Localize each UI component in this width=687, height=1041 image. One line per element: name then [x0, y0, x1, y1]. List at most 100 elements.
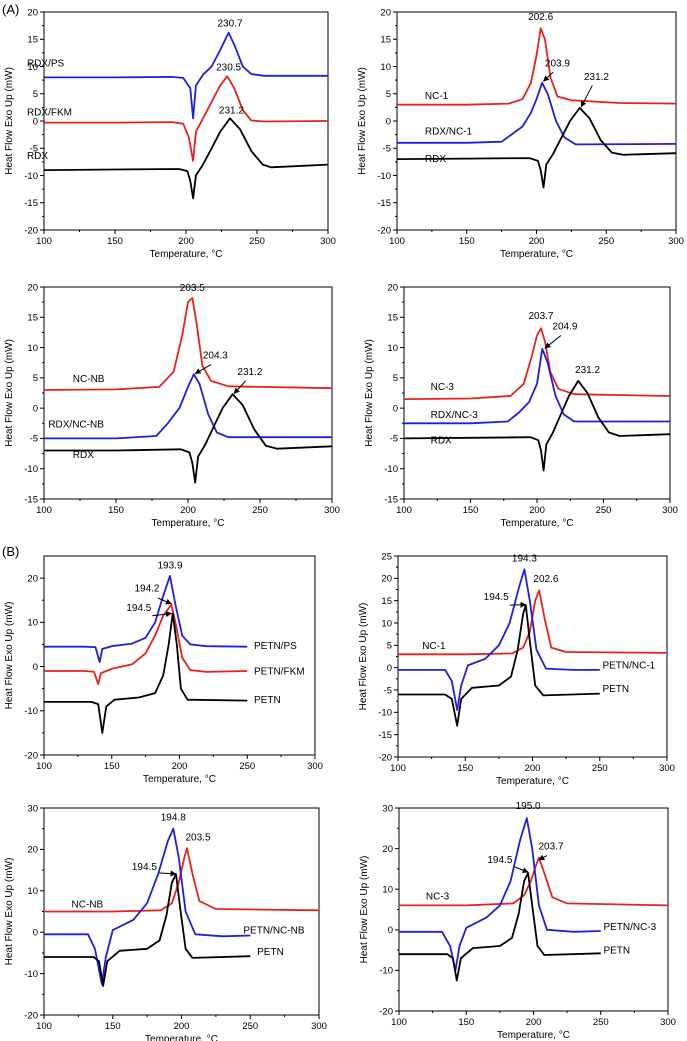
- series-label-nc-nb: NC-NB: [72, 899, 104, 910]
- y-tick-label: -10: [24, 706, 38, 717]
- y-axis-title: Heat Flow Exo Up (mW): [4, 339, 15, 447]
- series-line-nc-nb: [44, 297, 332, 391]
- series-label-rdx-fkm: RDX/FKM: [27, 108, 72, 119]
- series-label-rdx: RDX: [431, 435, 452, 446]
- peak-label: 231.2: [575, 365, 600, 376]
- annotation-arrow: [152, 611, 172, 618]
- series-line-nc-nb: [44, 847, 319, 913]
- annotation-arrow: [233, 380, 246, 395]
- peak-label: 230.7: [218, 19, 243, 30]
- y-tick-label: 5: [33, 373, 38, 384]
- chart-b3: 100 150 200 250 300 -20 -10 0 10 20 30 Temperature,…: [4, 803, 327, 1041]
- y-tick-label: 20: [382, 844, 393, 855]
- y-tick-label: 10: [381, 618, 392, 629]
- section-label-b: (B): [2, 544, 19, 559]
- x-tick-label: 100: [36, 505, 52, 516]
- peak-label: 195.0: [516, 801, 541, 812]
- x-tick-label: 200: [529, 505, 545, 516]
- peak-label: 202.6: [528, 12, 553, 23]
- x-tick-label: 300: [662, 505, 678, 516]
- y-tick-label: 0: [386, 116, 391, 127]
- y-tick-label: 20: [27, 282, 38, 293]
- y-tick-label: 20: [381, 574, 392, 585]
- y-tick-label: 10: [27, 618, 38, 629]
- annotation-arrow: [159, 870, 177, 877]
- series-line-petn: [399, 872, 601, 982]
- series-label-petn-ps: PETN/PS: [254, 641, 297, 652]
- charts-container: 100 150 200 250 300-20-15-10-505101520Temper…: [4, 7, 684, 1041]
- x-axis-title: Temperature, °C: [497, 1030, 570, 1041]
- series-line-petn: [44, 612, 248, 734]
- x-tick-label: 200: [526, 1017, 542, 1028]
- x-tick-label: 150: [457, 763, 473, 774]
- y-axis-title: Heat Flow Exo Up (mW): [4, 67, 15, 175]
- y-tick-label: -10: [24, 171, 38, 182]
- y-tick-label: -10: [377, 171, 391, 182]
- series-label-petn-nc-1: PETN/NC-1: [602, 661, 655, 672]
- y-tick-label: -5: [383, 144, 391, 155]
- series-line-nc-3: [404, 327, 670, 400]
- y-tick-label: 30: [382, 803, 393, 814]
- x-tick-label: 100: [391, 1017, 407, 1028]
- peak-label: 194.8: [161, 812, 186, 823]
- chart-a2: 100 150 200 250 300 -20 -15 -10 -5 0 5 10 15 20 Temper…: [357, 7, 684, 260]
- series-label-rdx-nc-3: RDX/NC-3: [431, 410, 479, 421]
- y-tick-label: 20: [27, 845, 38, 856]
- y-tick-label: 15: [27, 313, 38, 324]
- x-axis-title: Temperature, °C: [150, 249, 223, 260]
- x-axis-title: Temperature, °C: [500, 249, 573, 260]
- peak-label: 203.7: [528, 311, 553, 322]
- x-tick-label: 250: [596, 505, 612, 516]
- y-tick-label: -15: [24, 494, 38, 505]
- annotation-arrow: [514, 866, 529, 873]
- y-tick-label: -20: [24, 1010, 38, 1021]
- x-tick-label: 150: [104, 761, 120, 772]
- peak-label: 194.5: [484, 592, 509, 603]
- peak-label: 194.2: [134, 583, 159, 594]
- y-tick-label: -5: [390, 434, 398, 445]
- y-tick-label: -10: [24, 464, 38, 475]
- x-tick-label: 200: [525, 763, 541, 774]
- x-tick-label: 300: [311, 1021, 327, 1032]
- y-tick-label: -20: [24, 750, 38, 761]
- y-tick-label: 10: [27, 343, 38, 354]
- x-tick-label: 100: [390, 763, 406, 774]
- series-line-rdx: [44, 117, 328, 200]
- chart-a3: 100 150 200 250 300 -15 -10 -5 0 5 10 15 20 Temperatu…: [4, 282, 340, 529]
- series-label-petn: PETN: [603, 945, 630, 956]
- series-label-petn: PETN: [257, 947, 284, 958]
- x-tick-label: 250: [593, 1017, 609, 1028]
- series-line-rdx-nc-3: [404, 347, 670, 425]
- series-label-nc-nb: NC-NB: [73, 374, 105, 385]
- series-line-rdx-nc-nb: [44, 373, 332, 440]
- series-line-rdx: [397, 107, 676, 189]
- x-tick-label: 150: [105, 1021, 121, 1032]
- y-tick-label: 5: [387, 641, 392, 652]
- y-tick-label: 20: [27, 7, 38, 18]
- series-label-petn-nc-nb: PETN/NC-NB: [243, 925, 304, 936]
- chart-b2: 100 150 200 250 300 -20 -15 -10 -5 0 5 10 15 20 25 Temp…: [358, 551, 675, 787]
- x-tick-label: 300: [320, 236, 336, 247]
- y-tick-label: -15: [378, 730, 392, 741]
- series-label-rdx: RDX: [27, 151, 48, 162]
- peak-label: 203.7: [538, 841, 563, 852]
- peak-label: 203.9: [545, 59, 570, 70]
- peak-label: 194.5: [132, 862, 157, 873]
- x-tick-label: 250: [239, 761, 255, 772]
- y-axis-title: Heat Flow Exo Up (mW): [358, 603, 369, 711]
- peak-label: 194.5: [487, 855, 512, 866]
- peak-label: 231.2: [237, 367, 262, 378]
- y-tick-label: -15: [384, 494, 398, 505]
- x-tick-label: 300: [324, 505, 340, 516]
- series-label-petn-nc-3: PETN/NC-3: [603, 922, 656, 933]
- y-tick-label: -20: [377, 225, 391, 236]
- y-tick-label: -5: [30, 434, 38, 445]
- y-tick-label: -20: [378, 752, 392, 763]
- x-tick-label: 250: [242, 1021, 258, 1032]
- y-tick-label: 0: [33, 116, 38, 127]
- x-tick-label: 150: [463, 505, 479, 516]
- y-tick-label: 15: [27, 35, 38, 46]
- y-tick-label: 5: [33, 89, 38, 100]
- series-line-rdx-fkm: [44, 75, 328, 162]
- x-tick-label: 150: [108, 505, 124, 516]
